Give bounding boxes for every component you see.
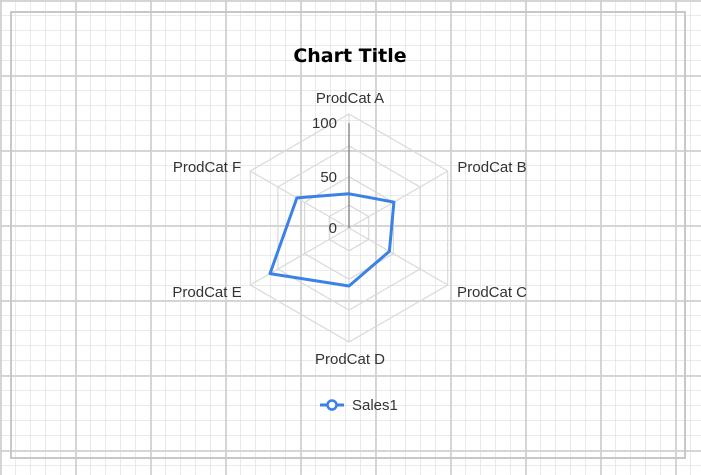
series-line-0[interactable] — [268, 192, 396, 288]
spoke-4 — [249, 227, 350, 286]
legend[interactable]: Sales1 — [320, 397, 398, 414]
category-label-2: ProdCat C — [457, 284, 527, 301]
spoke-5 — [249, 170, 350, 229]
legend-series-label: Sales1 — [352, 397, 398, 414]
spoke-2 — [348, 227, 449, 286]
series-layer — [268, 192, 396, 288]
tick-label-2: 100 — [312, 115, 337, 132]
category-label-3: ProdCat D — [315, 351, 385, 368]
chart-area — [10, 11, 686, 459]
tick-label-0: 0 — [329, 220, 337, 237]
radar-tick-labels: 0 50 100 — [312, 115, 337, 237]
spoke-1 — [348, 170, 449, 229]
category-label-0: ProdCat A — [316, 90, 384, 107]
chart-title: Chart Title — [293, 45, 406, 67]
tick-label-1: 50 — [320, 169, 337, 186]
legend-marker-icon — [326, 399, 338, 411]
category-label-1: ProdCat B — [457, 159, 526, 176]
category-label-5: ProdCat F — [173, 159, 241, 176]
category-label-4: ProdCat E — [172, 284, 241, 301]
category-labels: ProdCat A ProdCat B ProdCat C ProdCat D Prod… — [172, 90, 527, 368]
